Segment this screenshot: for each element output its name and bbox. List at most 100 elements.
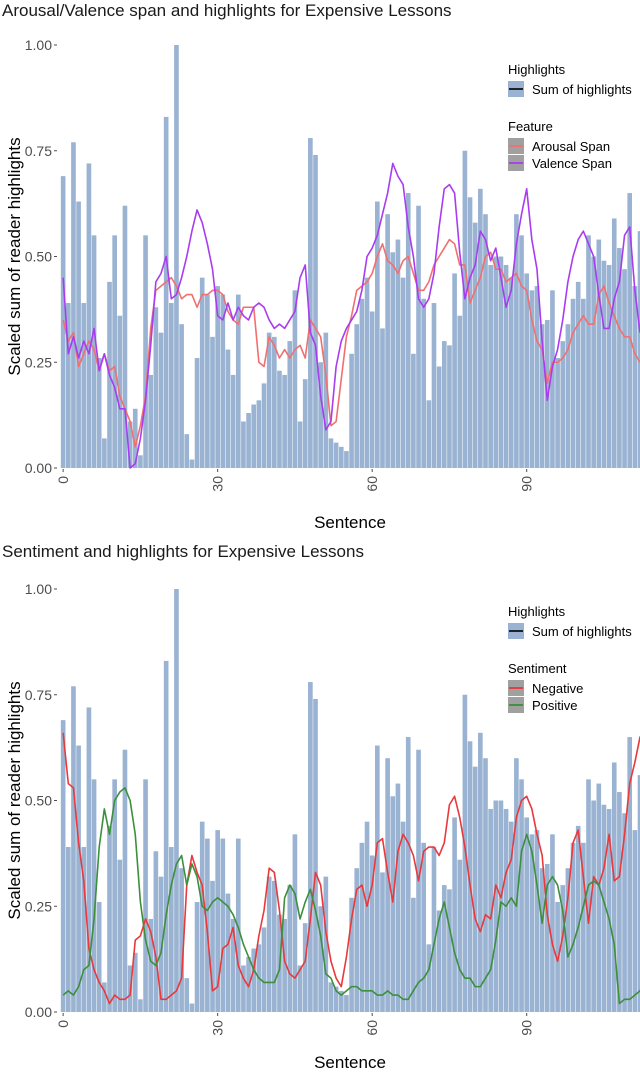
bar-sentence-107 [611, 762, 617, 1012]
x-tick-label: 60 [364, 476, 380, 492]
bar-sentence-65 [395, 783, 401, 1012]
bar-sentence-5 [86, 707, 92, 1012]
bar-sentence-102 [586, 779, 591, 1012]
bar-sentence-110 [627, 193, 633, 469]
bar-sentence-10 [112, 235, 117, 468]
legend-label-sum-of-highlights: Sum of highlights [532, 624, 632, 639]
bar-sentence-45 [292, 834, 298, 1012]
bar-sentence-8 [102, 982, 107, 1012]
bar-sentence-35 [241, 965, 246, 1012]
bar-sentence-86 [503, 264, 509, 468]
bar-sentence-73 [436, 366, 442, 468]
y-tick-label: 0.50 [25, 793, 52, 809]
y-tick-label: 0.25 [25, 898, 52, 914]
bar-sentence-59 [364, 277, 370, 468]
bar-sentence-18 [153, 851, 159, 1012]
bar-sentence-1 [65, 303, 71, 468]
bar-sentence-68 [411, 897, 416, 1012]
bar-sentence-54 [338, 446, 344, 468]
y-tick-label: 0.25 [25, 354, 52, 370]
bar-sentence-65 [395, 239, 401, 468]
bar-sentence-75 [447, 345, 452, 468]
bar-sentence-62 [380, 328, 385, 468]
bar-sentence-46 [297, 421, 303, 468]
bar-sentence-1 [65, 847, 71, 1012]
bar-sentence-0 [60, 720, 66, 1012]
bar-sentence-26 [194, 902, 200, 1012]
bar-sentence-60 [369, 311, 375, 468]
bar-sentence-110 [627, 737, 633, 1012]
bar-sentence-87 [508, 821, 514, 1012]
bar-sentence-9 [107, 825, 112, 1012]
chart-title: Sentiment and highlights for Expensive L… [2, 542, 364, 561]
bar-sentence-48 [308, 138, 313, 468]
bar-sentence-36 [246, 413, 251, 468]
bar-sentence-112 [637, 231, 640, 468]
bar-sentence-66 [400, 277, 406, 468]
bar-sentence-61 [375, 745, 380, 1012]
bar-sentence-19 [158, 332, 164, 468]
bar-sentence-95 [550, 290, 555, 468]
bar-sentence-27 [199, 821, 205, 1012]
bar-sentence-10 [112, 779, 117, 1012]
bar-sentence-90 [524, 273, 530, 468]
bar-sentence-11 [117, 859, 123, 1012]
bar-sentence-71 [426, 400, 432, 468]
x-tick-label: 90 [519, 476, 535, 492]
bar-sentence-63 [385, 214, 390, 468]
bar-sentence-79 [467, 197, 473, 468]
bar-series-sum-of-highlights [60, 45, 640, 469]
bar-sentence-80 [472, 766, 478, 1012]
y-tick-label: 0.00 [25, 1004, 52, 1020]
bar-sentence-83 [488, 808, 493, 1012]
bar-sentence-30 [215, 830, 220, 1012]
bar-sentence-43 [282, 374, 287, 468]
legend-title-lines: Feature [508, 119, 553, 134]
bar-sentence-94 [544, 863, 550, 1012]
bar-sentence-4 [81, 847, 87, 1012]
y-axis-title: Scaled sum of reader highlights [5, 137, 24, 375]
bar-sentence-14 [132, 952, 138, 1012]
bar-sentence-53 [333, 986, 339, 1012]
bar-sentence-70 [421, 842, 426, 1012]
bar-sentence-89 [519, 235, 524, 468]
bar-sentence-91 [529, 290, 535, 468]
bar-sentence-61 [375, 201, 380, 468]
bar-sentence-56 [349, 353, 354, 468]
bar-sentence-41 [272, 336, 277, 468]
bar-sentence-18 [153, 307, 159, 468]
bar-sentence-63 [385, 758, 390, 1012]
bar-sentence-50 [318, 906, 323, 1012]
y-tick-label: 0.75 [25, 687, 52, 703]
bar-sentence-100 [575, 825, 581, 1012]
x-tick-label: 0 [55, 1020, 71, 1028]
bar-sentence-105 [601, 260, 607, 468]
line-series-negative [62, 732, 640, 1005]
bar-sentence-84 [493, 256, 499, 468]
bar-sentence-88 [514, 758, 519, 1012]
bar-sentence-13 [127, 421, 133, 468]
bar-sentence-38 [256, 400, 262, 468]
chart-panel-arousal-valence: Arousal/Valence span and highlights for … [2, 1, 640, 532]
bar-sentence-105 [601, 804, 607, 1012]
bar-sentence-12 [122, 749, 128, 1012]
x-tick-label: 90 [519, 1020, 535, 1036]
bar-sentence-23 [179, 868, 184, 1012]
bar-sentence-79 [467, 741, 473, 1012]
legend: Highlights Sum of highlights Feature Arousa… [508, 62, 632, 171]
bar-sentence-68 [411, 353, 416, 468]
bar-sentence-93 [539, 868, 545, 1012]
bar-sentence-46 [297, 965, 303, 1012]
bar-sentence-32 [225, 349, 231, 468]
bar-sentence-104 [596, 239, 602, 468]
bar-sentence-44 [287, 341, 293, 468]
bar-sentence-98 [565, 868, 571, 1012]
bar-sentence-101 [581, 298, 586, 468]
bar-sentence-27 [199, 277, 205, 468]
bar-sentence-104 [596, 783, 602, 1012]
bar-sentence-33 [230, 918, 236, 1012]
bar-sentence-54 [338, 990, 344, 1012]
bar-sentence-15 [138, 999, 143, 1012]
chart-panel-sentiment: Sentiment and highlights for Expensive L… [2, 542, 640, 1072]
bar-sentence-2 [71, 686, 76, 1012]
